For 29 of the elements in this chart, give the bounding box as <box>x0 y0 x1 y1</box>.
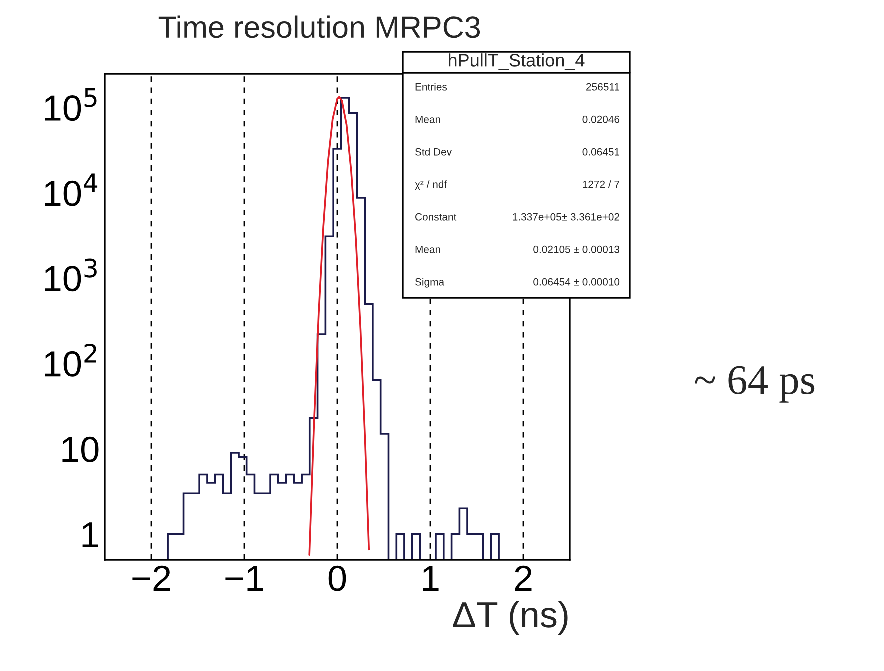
y-tick-label: 1 <box>82 522 98 548</box>
annotation: 0.02105 ± 0.00013 <box>534 246 620 254</box>
y-tick-label: 10 <box>62 436 99 462</box>
text: ~ 64 ps <box>695 366 815 403</box>
y-tick-label: 10$^{4}$ <box>45 174 98 206</box>
text: 1272 / 7 <box>583 180 620 188</box>
annotation: Mean <box>416 246 440 254</box>
text: 0.02046 <box>582 116 620 124</box>
text: hPullT_Station_4 <box>449 54 585 70</box>
x-tick-label: −2 <box>132 566 170 592</box>
x-tick-label: −1 <box>226 566 264 592</box>
annotation: χ² / ndf <box>415 180 448 190</box>
text: 256511 <box>586 83 620 91</box>
y-tick-label: 10$^{5}$ <box>45 88 97 122</box>
x-axis-title: ΔT (ns) <box>453 601 568 635</box>
annotation: 1.337e+05± 3.361e+02 <box>513 213 620 221</box>
y-tick-label: 10$^{2}$ <box>45 344 96 377</box>
annotation: Entries <box>416 83 448 91</box>
annotation: Std Dev <box>415 148 452 156</box>
x-tick-label: 1 <box>423 566 439 592</box>
chart-title: Time resolution MRPC3 <box>158 16 480 38</box>
text: 0.06451 <box>582 148 620 156</box>
annotation: 0.06454 ± 0.00010 <box>534 278 620 286</box>
annotation: Constant <box>416 213 457 221</box>
annotation: Sigma <box>415 278 445 288</box>
y-tick-label: 10$^{3}$ <box>45 258 97 292</box>
x-tick-label: 0 <box>328 566 346 592</box>
x-tick-label: 2 <box>515 566 532 592</box>
annotation: Mean <box>416 116 440 124</box>
